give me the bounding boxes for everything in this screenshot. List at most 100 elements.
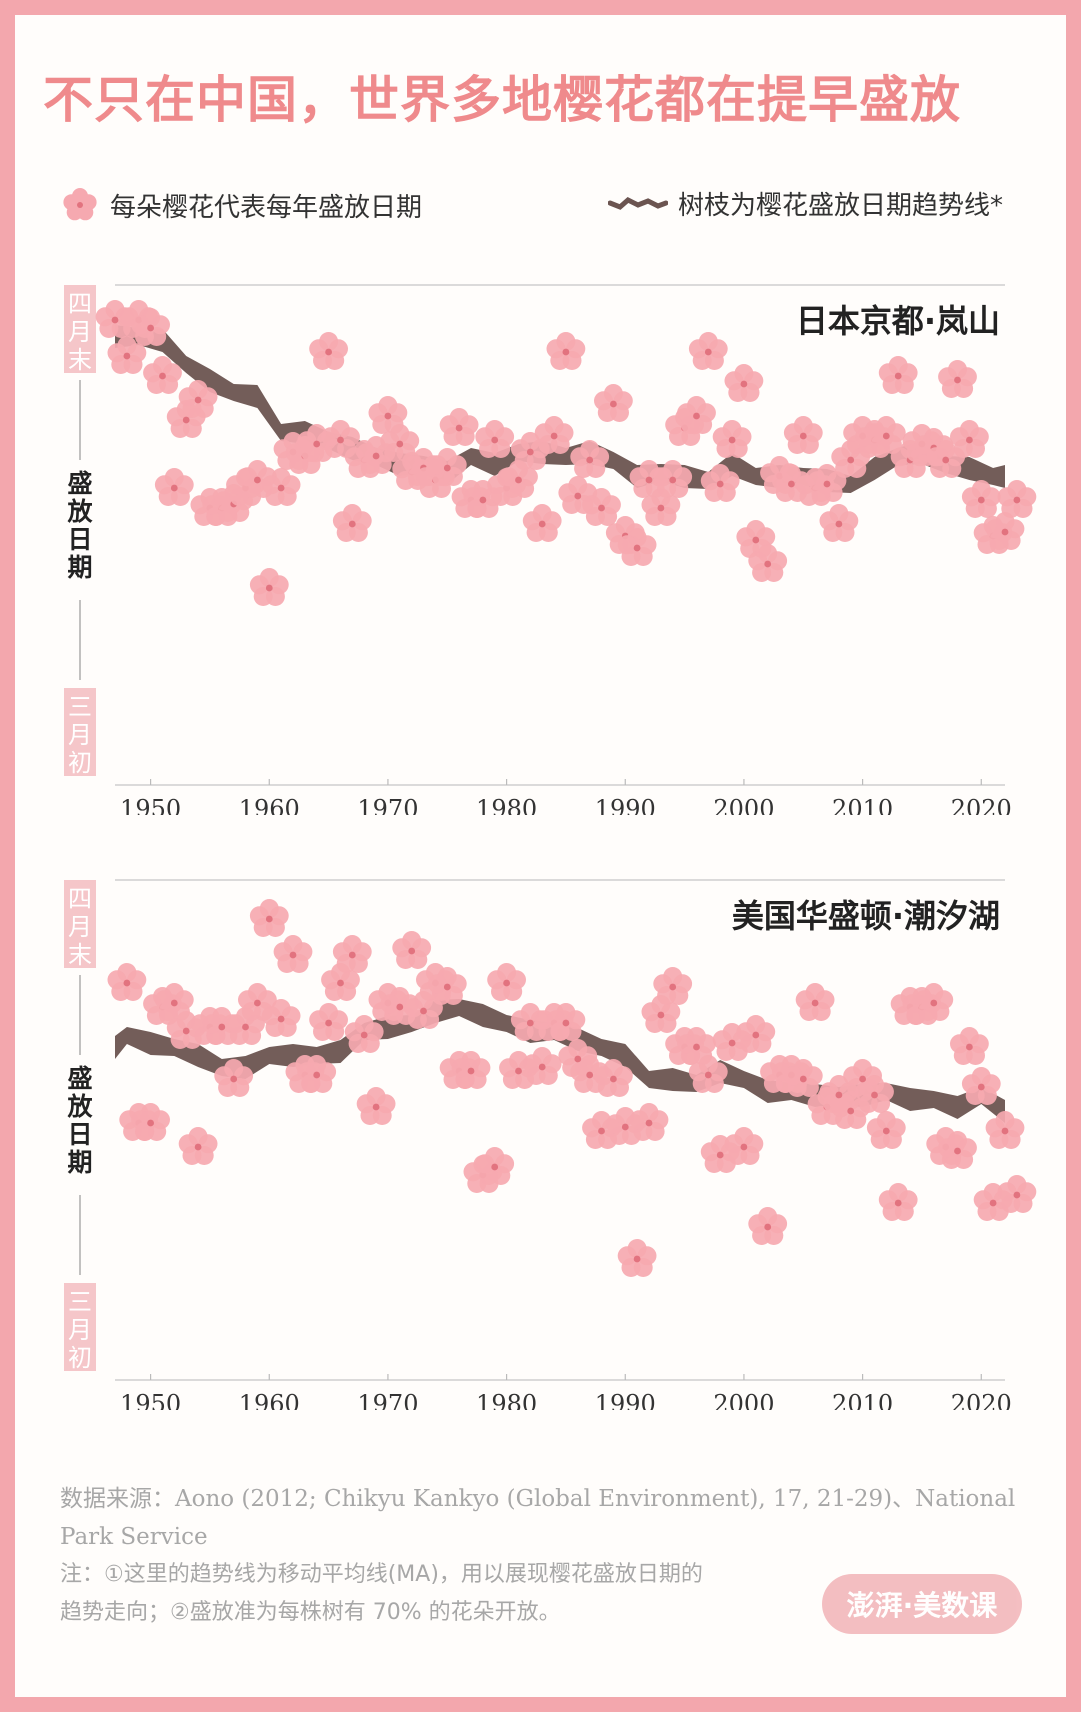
chart-title: 美国华盛顿·潮汐湖 [732, 897, 1000, 935]
blossom-point [961, 1067, 1001, 1105]
blossom-point [332, 504, 372, 542]
x-tick-label: 1990 [595, 795, 656, 815]
legend-trend: 树枝为樱花盛放日期趋势线* [607, 185, 1003, 222]
blossom-point [380, 424, 420, 462]
blossom-point [451, 1051, 491, 1089]
y-axis-label-char: 盛 [67, 469, 92, 498]
blossom-point [653, 460, 693, 498]
x-tick-label: 2010 [832, 795, 893, 815]
blossom-point [712, 420, 752, 458]
x-tick-label: 1980 [476, 795, 537, 815]
blossom-point [321, 420, 360, 458]
blossom-point [783, 1059, 823, 1097]
blossom-point [107, 963, 147, 1001]
y-bottom-label-char: 初 [68, 749, 92, 777]
blossom-point [641, 488, 681, 526]
blossom-point [570, 440, 610, 478]
footer: 数据来源：Aono (2012; Chikyu Kankyo (Global E… [60, 1480, 1040, 1632]
blossom-point [855, 1075, 894, 1113]
blossom-point [914, 983, 954, 1021]
blossom-point [878, 356, 918, 394]
blossom-point [878, 1183, 918, 1221]
blossom-point [475, 420, 515, 458]
blossom-point [534, 416, 574, 454]
blossom-point [214, 1059, 254, 1097]
blossom-point [439, 408, 479, 446]
y-top-label-char: 四 [68, 290, 92, 318]
x-tick-label: 1960 [239, 795, 300, 815]
y-top-label-char: 末 [68, 941, 92, 969]
legend-trend-label: 树枝为樱花盛放日期趋势线* [677, 191, 1003, 221]
blossom-point [249, 899, 289, 937]
note-line-2: 趋势走向；②盛放准为每株树有 70% 的花朵开放。 [60, 1600, 561, 1625]
y-axis-label-char: 日 [67, 1120, 92, 1149]
legend-flower: 每朵樱花代表每年盛放日期 [60, 185, 422, 225]
blossom-point [594, 1059, 633, 1097]
chart-title: 日本京都·岚山 [796, 302, 1000, 340]
x-tick-label: 2020 [951, 1390, 1012, 1410]
y-top-box [64, 880, 96, 968]
blossom-point [724, 364, 764, 402]
y-bottom-label-char: 初 [68, 1344, 92, 1372]
x-tick-label: 1980 [476, 1390, 537, 1410]
blossom-point [582, 488, 621, 526]
blossom-point [807, 464, 847, 502]
blossom-point [819, 504, 859, 542]
blossom-point [688, 332, 728, 370]
blossom-point [688, 1055, 728, 1093]
y-bottom-label-char: 三 [68, 1288, 92, 1316]
blossom-point [309, 332, 348, 370]
x-tick-label: 1970 [357, 795, 418, 815]
blossom-icon [63, 188, 97, 221]
blossom-point [736, 1015, 776, 1053]
blossom-point [131, 1103, 170, 1141]
blossom-point [795, 983, 835, 1021]
y-top-label-char: 月 [68, 318, 92, 346]
blossom-point [783, 416, 823, 454]
blossom-point [356, 1087, 396, 1125]
chart-arashiyama: 日本京都·岚山四月末三月初盛放日期 1950 1960 1970 1980 1990 200… [0, 270, 1081, 815]
blossom-point [238, 983, 277, 1021]
y-bottom-box [64, 1283, 96, 1371]
blossom-point [249, 568, 289, 606]
blossom-point [427, 967, 467, 1005]
blossom-point [404, 991, 443, 1029]
blossom-point [938, 1131, 977, 1169]
x-tick-label: 1970 [357, 1390, 418, 1410]
blossom-point [641, 995, 681, 1033]
y-bottom-label-char: 三 [68, 693, 92, 721]
x-tick-label: 2020 [951, 795, 1012, 815]
blossom-point [866, 416, 906, 454]
blossom-point [522, 1047, 562, 1085]
blossom-point [594, 384, 633, 422]
x-tick-label: 1960 [239, 1390, 300, 1410]
page-frame [15, 15, 1066, 1697]
blossom-point [522, 504, 562, 542]
blossom-point [748, 1207, 788, 1245]
blossom-point [427, 448, 467, 486]
blossom-point [332, 935, 372, 973]
blossom-point [368, 396, 408, 434]
brand-logo: 澎湃·美数课 [822, 1574, 1022, 1634]
legend-flower-label: 每朵樱花代表每年盛放日期 [110, 192, 423, 223]
blossom-point [950, 1027, 989, 1065]
blossom-point [997, 480, 1037, 518]
blossom-point [961, 480, 1001, 518]
chart-tidal-basin: 美国华盛顿·潮汐湖四月末三月初盛放日期 1950 1960 1970 1980 1990 2… [0, 865, 1081, 1410]
y-axis-label-char: 期 [67, 1148, 92, 1177]
y-axis-label-char: 期 [67, 553, 92, 582]
blossom-point [629, 1103, 669, 1141]
blossom-point [938, 360, 977, 398]
blossom-point [309, 1003, 348, 1041]
y-top-label-char: 末 [68, 346, 92, 374]
blossom-point [131, 308, 170, 346]
blossom-point [261, 468, 301, 506]
x-tick-label: 1950 [120, 1390, 181, 1410]
blossom-point [546, 332, 586, 370]
y-top-label-char: 月 [68, 913, 92, 941]
y-axis-label-char: 放 [66, 497, 93, 526]
x-tick-label: 2010 [832, 1390, 893, 1410]
x-tick-label: 1950 [120, 795, 181, 815]
